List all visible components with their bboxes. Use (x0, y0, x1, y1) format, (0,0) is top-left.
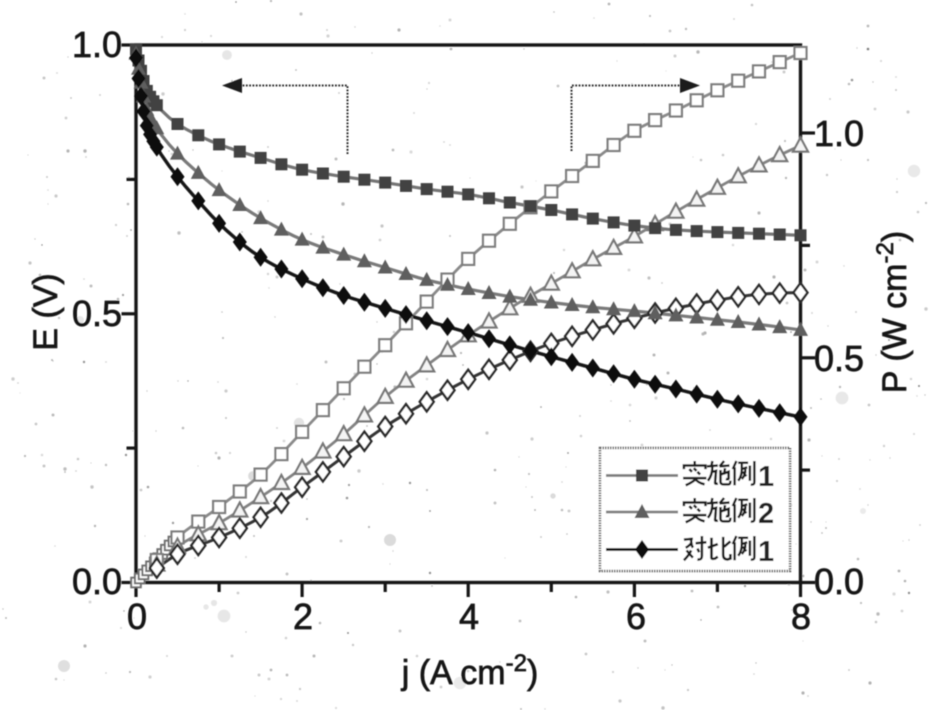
svg-text:1: 1 (758, 461, 774, 493)
svg-text:2: 2 (293, 596, 313, 637)
svg-text:1.0: 1.0 (72, 24, 122, 65)
svg-text:0.0: 0.0 (814, 561, 864, 602)
svg-text:1.0: 1.0 (814, 113, 864, 154)
svg-text:8: 8 (791, 596, 811, 637)
svg-text:0.5: 0.5 (72, 293, 122, 334)
svg-text:1: 1 (758, 536, 774, 568)
svg-text:2: 2 (758, 498, 774, 530)
svg-text:6: 6 (626, 596, 646, 637)
svg-text:0.0: 0.0 (72, 561, 122, 602)
svg-text:0: 0 (127, 596, 147, 637)
svg-text:4: 4 (459, 596, 479, 637)
svg-text:0.5: 0.5 (814, 338, 864, 379)
svg-text:E (V): E (V) (27, 273, 65, 350)
